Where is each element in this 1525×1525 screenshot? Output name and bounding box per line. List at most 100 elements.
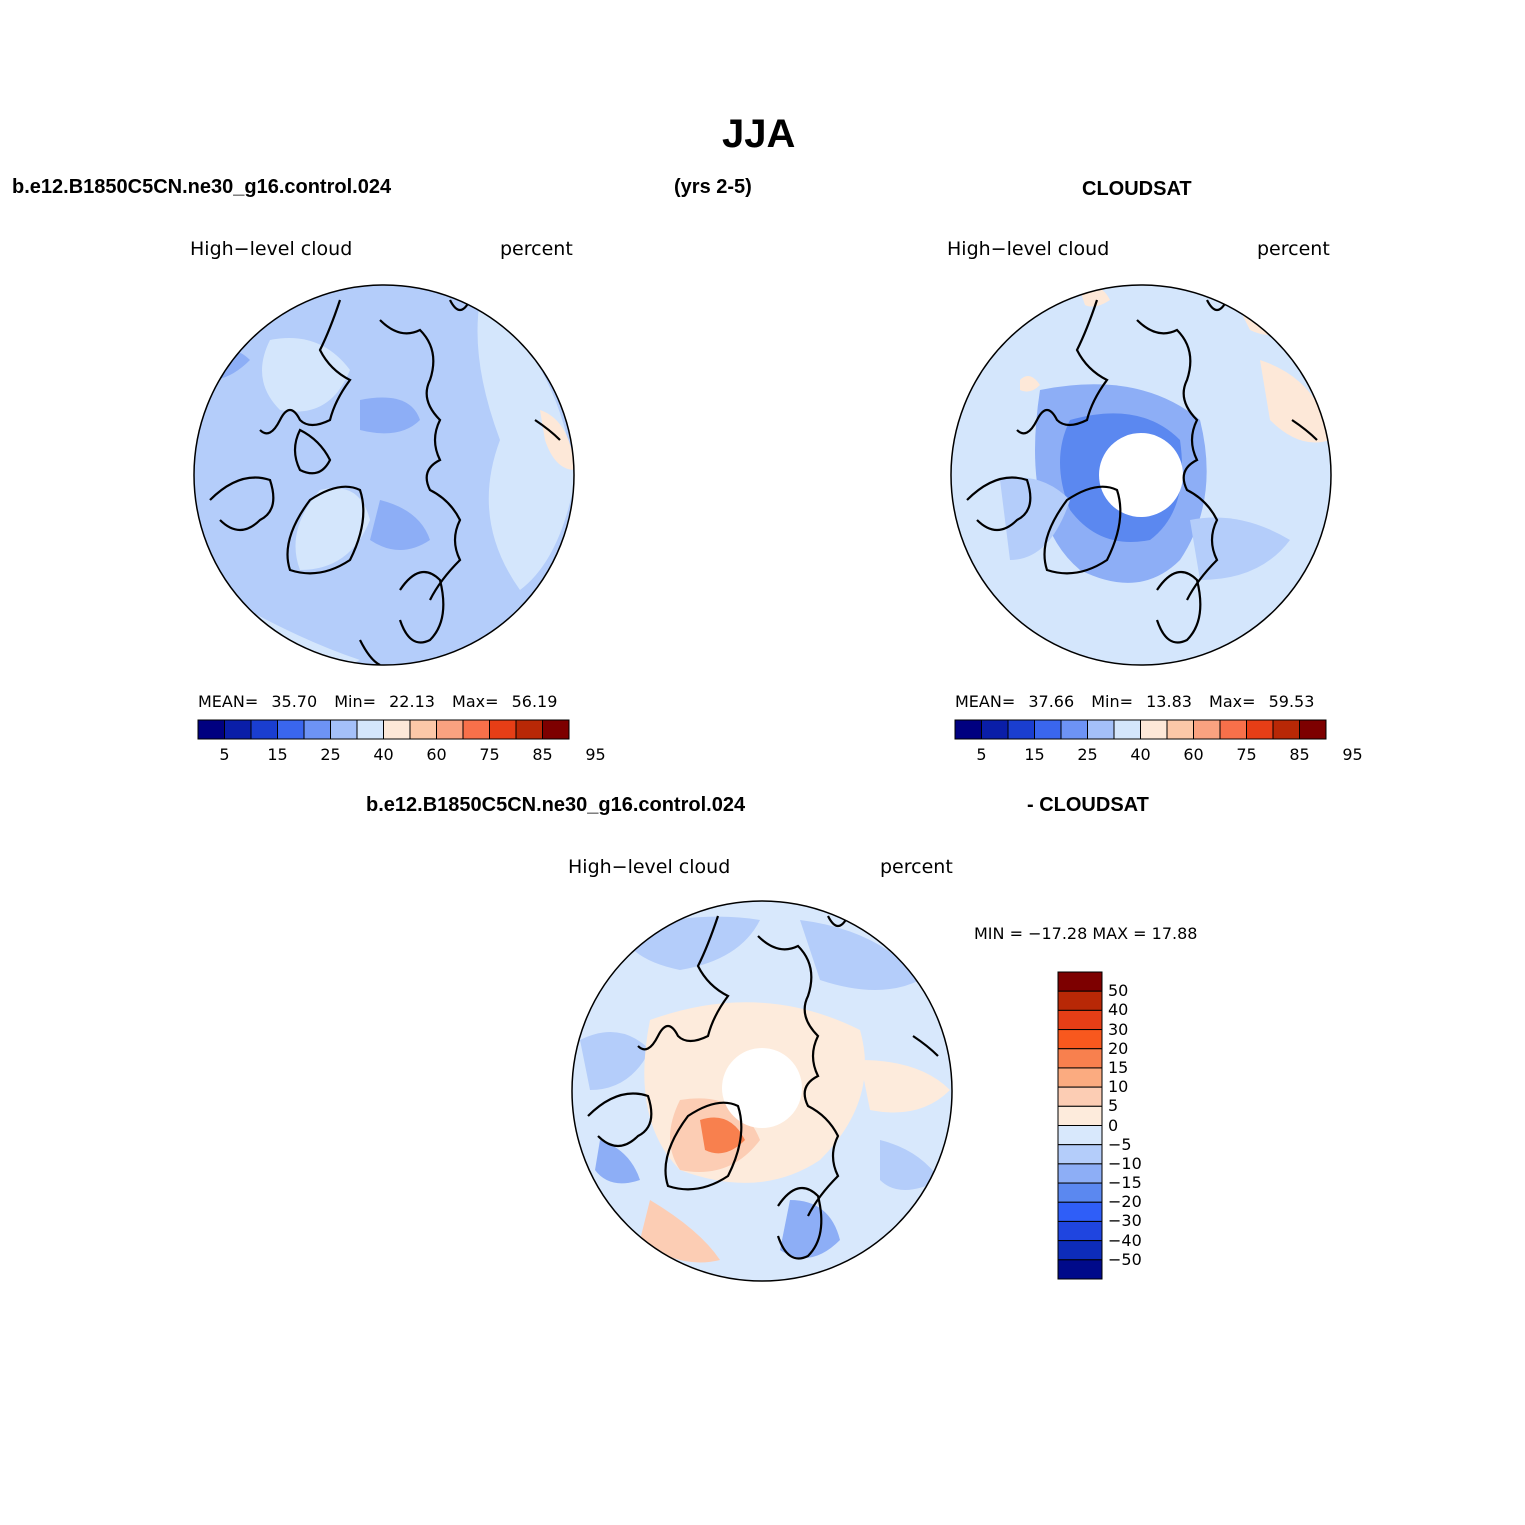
colorbar-swatch: [436, 719, 464, 740]
colorbar-tick-label: 25: [1077, 745, 1098, 764]
mean-label: MEAN=: [955, 692, 1016, 711]
mean-value: 37.66: [1028, 692, 1075, 711]
obs-map: [950, 284, 1332, 666]
colorbar-tick-label: 0: [1108, 1115, 1119, 1135]
min-label: Min=: [1091, 692, 1134, 711]
colorbar-swatch: [1113, 719, 1141, 740]
colorbar-tick-label: 85: [1289, 745, 1310, 764]
colorbar-swatch: [197, 719, 225, 740]
model-colorbar: [197, 719, 570, 740]
years-header: (yrs 2-5): [674, 176, 752, 198]
colorbar-swatch: [1057, 971, 1103, 992]
colorbar-swatch: [1057, 1125, 1103, 1146]
colorbar-swatch: [1299, 719, 1327, 740]
max-value: 59.53: [1268, 692, 1315, 711]
colorbar-swatch: [1057, 1048, 1103, 1069]
colorbar-swatch: [1057, 1240, 1103, 1261]
colorbar-tick-label: −10: [1108, 1153, 1142, 1173]
max-label: Max=: [1209, 692, 1256, 711]
colorbar-tick-label: 40: [1130, 745, 1151, 764]
colorbar-swatch: [954, 719, 982, 740]
colorbar-swatch: [1272, 719, 1300, 740]
colorbar-tick-label: 5: [219, 745, 230, 764]
colorbar-tick-label: 60: [1183, 745, 1204, 764]
colorbar-swatch: [250, 719, 278, 740]
colorbar-tick-label: 95: [585, 745, 606, 764]
max-value: 56.19: [511, 692, 558, 711]
colorbar-tick-label: 75: [479, 745, 500, 764]
min-value: 13.83: [1146, 692, 1192, 711]
diff-map: [571, 900, 953, 1282]
colorbar-tick-label: 15: [267, 745, 288, 764]
model-map: [193, 284, 575, 666]
colorbar-tick-label: 10: [1108, 1077, 1129, 1097]
diff-units-label: percent: [880, 856, 953, 878]
min-label: Min=: [334, 692, 377, 711]
colorbar-swatch: [542, 719, 570, 740]
colorbar-tick-label: 60: [426, 745, 447, 764]
colorbar-swatch: [1057, 1259, 1103, 1280]
colorbar-tick-label: 5: [1108, 1096, 1119, 1116]
colorbar-tick-label: −50: [1108, 1249, 1142, 1269]
colorbar-tick-label: 40: [1108, 1000, 1129, 1020]
colorbar-swatch: [1057, 1086, 1103, 1107]
colorbar-swatch: [1140, 719, 1168, 740]
colorbar-swatch: [1057, 1182, 1103, 1203]
colorbar-tick-label: 85: [532, 745, 553, 764]
colorbar-swatch: [1087, 719, 1115, 740]
mean-value: 35.70: [271, 692, 318, 711]
colorbar-swatch: [1057, 1067, 1103, 1088]
colorbar-swatch: [489, 719, 517, 740]
colorbar-tick-label: 50: [1108, 981, 1129, 1001]
colorbar-swatch: [1057, 1220, 1103, 1242]
colorbar-tick-label: 5: [976, 745, 987, 764]
colorbar-swatch: [1034, 719, 1062, 740]
obs-name-header: CLOUDSAT: [1082, 178, 1192, 200]
colorbar-tick-label: 75: [1236, 745, 1257, 764]
colorbar-swatch: [1057, 1105, 1103, 1126]
case-name-header: b.e12.B1850C5CN.ne30_g16.control.024: [12, 176, 392, 198]
figure-title: JJA: [722, 112, 796, 156]
colorbar-swatch: [1057, 1201, 1103, 1222]
colorbar-tick-label: −20: [1108, 1192, 1142, 1212]
diff-minmax: MIN = −17.28 MAX = 17.88: [974, 924, 1198, 943]
obs-variable-label: High−level cloud: [947, 238, 1110, 260]
colorbar-swatch: [383, 719, 411, 740]
colorbar-swatch: [409, 719, 437, 740]
model-variable-label: High−level cloud: [190, 238, 353, 260]
min-value: 22.13: [389, 692, 435, 711]
colorbar-swatch: [462, 719, 490, 740]
colorbar-swatch: [1060, 719, 1088, 740]
model-units-label: percent: [500, 238, 573, 260]
colorbar-swatch: [981, 719, 1009, 740]
colorbar-swatch: [515, 719, 543, 740]
colorbar-swatch: [1193, 719, 1221, 740]
colorbar-tick-label: 30: [1108, 1019, 1129, 1039]
colorbar-swatch: [1057, 1163, 1103, 1184]
colorbar-swatch: [303, 719, 331, 740]
colorbar-swatch: [1057, 1029, 1103, 1050]
obs-stats: MEAN= 37.66 Min= 13.83 Max= 59.53: [955, 692, 1314, 711]
colorbar-tick-label: 95: [1342, 745, 1363, 764]
colorbar-swatch: [330, 719, 358, 740]
colorbar-swatch: [1057, 1144, 1103, 1165]
colorbar-swatch: [1246, 719, 1274, 740]
colorbar-swatch: [1166, 719, 1194, 740]
colorbar-swatch: [224, 719, 252, 740]
colorbar-tick-label: 15: [1024, 745, 1045, 764]
max-label: Max=: [452, 692, 499, 711]
model-stats: MEAN= 35.70 Min= 22.13 Max= 56.19: [198, 692, 557, 711]
colorbar-tick-label: −15: [1108, 1173, 1142, 1193]
colorbar-tick-label: 25: [320, 745, 341, 764]
diff-obs-header: - CLOUDSAT: [1027, 794, 1149, 816]
colorbar-swatch: [1057, 990, 1103, 1011]
colorbar-tick-label: −40: [1108, 1230, 1142, 1250]
colorbar-swatch: [1219, 719, 1247, 740]
colorbar-tick-label: −5: [1108, 1134, 1132, 1154]
colorbar-swatch: [277, 719, 305, 740]
obs-colorbar: [954, 719, 1327, 740]
colorbar-tick-label: 15: [1108, 1057, 1129, 1077]
colorbar-tick-label: 20: [1108, 1038, 1129, 1058]
colorbar-swatch: [1057, 1009, 1103, 1031]
diff-variable-label: High−level cloud: [568, 856, 731, 878]
